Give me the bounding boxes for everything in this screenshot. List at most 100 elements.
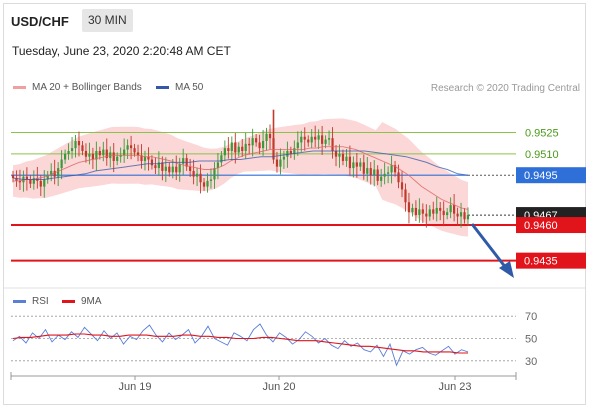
candle	[456, 207, 459, 226]
candle-body	[268, 133, 272, 139]
pivot-label: 0.9495	[524, 170, 558, 182]
candle	[209, 168, 213, 189]
candle	[282, 150, 286, 169]
legend-bollinger: MA 20 + Bollinger Bands	[13, 82, 142, 93]
candle-body	[70, 148, 74, 151]
candle-body	[383, 173, 386, 177]
rsi-tick-label: 50	[525, 334, 537, 346]
candle	[307, 135, 310, 147]
candle-body	[74, 141, 77, 149]
candle-body	[11, 175, 15, 179]
candle-body	[387, 172, 390, 174]
candle	[466, 207, 470, 226]
candle-body	[279, 159, 282, 167]
candle	[459, 202, 463, 228]
candle-body	[345, 156, 348, 161]
candle	[43, 170, 46, 198]
candle-body	[289, 150, 292, 154]
candle	[234, 133, 237, 164]
rsi-swatch	[13, 300, 26, 303]
candle	[147, 147, 150, 171]
candle	[390, 155, 393, 184]
candle-body	[77, 141, 81, 146]
candle-body	[60, 159, 63, 169]
candle	[18, 169, 22, 191]
candle	[133, 143, 136, 157]
candle-body	[182, 158, 185, 164]
candle	[230, 136, 233, 161]
candle	[32, 170, 35, 190]
candle-body	[216, 162, 220, 169]
symbol-title: USD/CHF	[11, 14, 69, 29]
timeframe-button[interactable]: 30 MIN	[82, 9, 133, 32]
candle	[241, 139, 244, 157]
candle	[449, 197, 452, 219]
candle	[220, 150, 223, 167]
x-tick-label: Jun 20	[262, 381, 295, 393]
candle-body	[213, 168, 216, 180]
candle	[369, 162, 372, 185]
candle-body	[258, 142, 261, 149]
legend-ma50: MA 50	[156, 82, 203, 93]
candle-body	[95, 150, 98, 160]
candle-body	[373, 169, 376, 176]
candle-body	[265, 133, 268, 142]
candle-body	[32, 178, 35, 184]
candle-body	[282, 156, 286, 160]
candle-body	[199, 173, 202, 183]
ma50-line	[12, 150, 469, 180]
candle-body	[324, 139, 327, 144]
rsi-line	[12, 323, 469, 367]
candle	[331, 127, 334, 159]
candle	[255, 133, 258, 147]
candle-body	[275, 159, 279, 167]
candle	[195, 167, 199, 187]
support-label: 0.9460	[524, 220, 558, 232]
rsi-ma-line	[12, 333, 468, 354]
candle-body	[105, 149, 108, 159]
candle-body	[223, 148, 226, 156]
legend-bollinger-label: MA 20 + Bollinger Bands	[32, 82, 142, 93]
candle	[355, 152, 358, 178]
candle	[123, 138, 126, 163]
candle	[352, 156, 355, 178]
candle	[112, 143, 115, 173]
candle	[421, 203, 424, 224]
candle-body	[307, 139, 310, 143]
candle	[453, 193, 456, 222]
candle	[265, 127, 268, 151]
candle	[380, 168, 383, 187]
candle-body	[293, 148, 296, 154]
candle-body	[63, 153, 67, 160]
candle	[275, 151, 279, 173]
rsi-tick-label: 30	[525, 356, 537, 368]
candle	[383, 162, 386, 185]
candle	[428, 205, 431, 221]
legend-rsi-ma-label: 9MA	[81, 296, 102, 307]
rsi-ma-swatch	[62, 300, 75, 303]
candle-body	[244, 143, 247, 151]
candle	[199, 164, 202, 194]
candle-body	[237, 146, 240, 153]
research-credit: Research © 2020 Trading Central	[430, 83, 580, 94]
candle	[296, 131, 299, 156]
candle-body	[453, 205, 456, 214]
candle	[175, 155, 178, 181]
candle	[237, 142, 240, 157]
rsi-tick-label: 70	[525, 311, 537, 323]
candle-body	[209, 179, 213, 181]
candle-body	[400, 182, 404, 190]
ma50-swatch	[156, 86, 169, 89]
legend-rsi-ma: 9MA	[62, 296, 102, 307]
candle	[161, 156, 164, 181]
resistance-label: 0.9510	[525, 149, 559, 161]
candle	[216, 152, 220, 180]
candle	[425, 204, 428, 228]
candle	[11, 170, 15, 183]
candle-body	[449, 205, 452, 213]
candle	[404, 183, 407, 212]
candle	[202, 178, 206, 191]
candle-body	[261, 141, 265, 149]
support-tag	[516, 252, 586, 269]
candle	[248, 137, 251, 155]
